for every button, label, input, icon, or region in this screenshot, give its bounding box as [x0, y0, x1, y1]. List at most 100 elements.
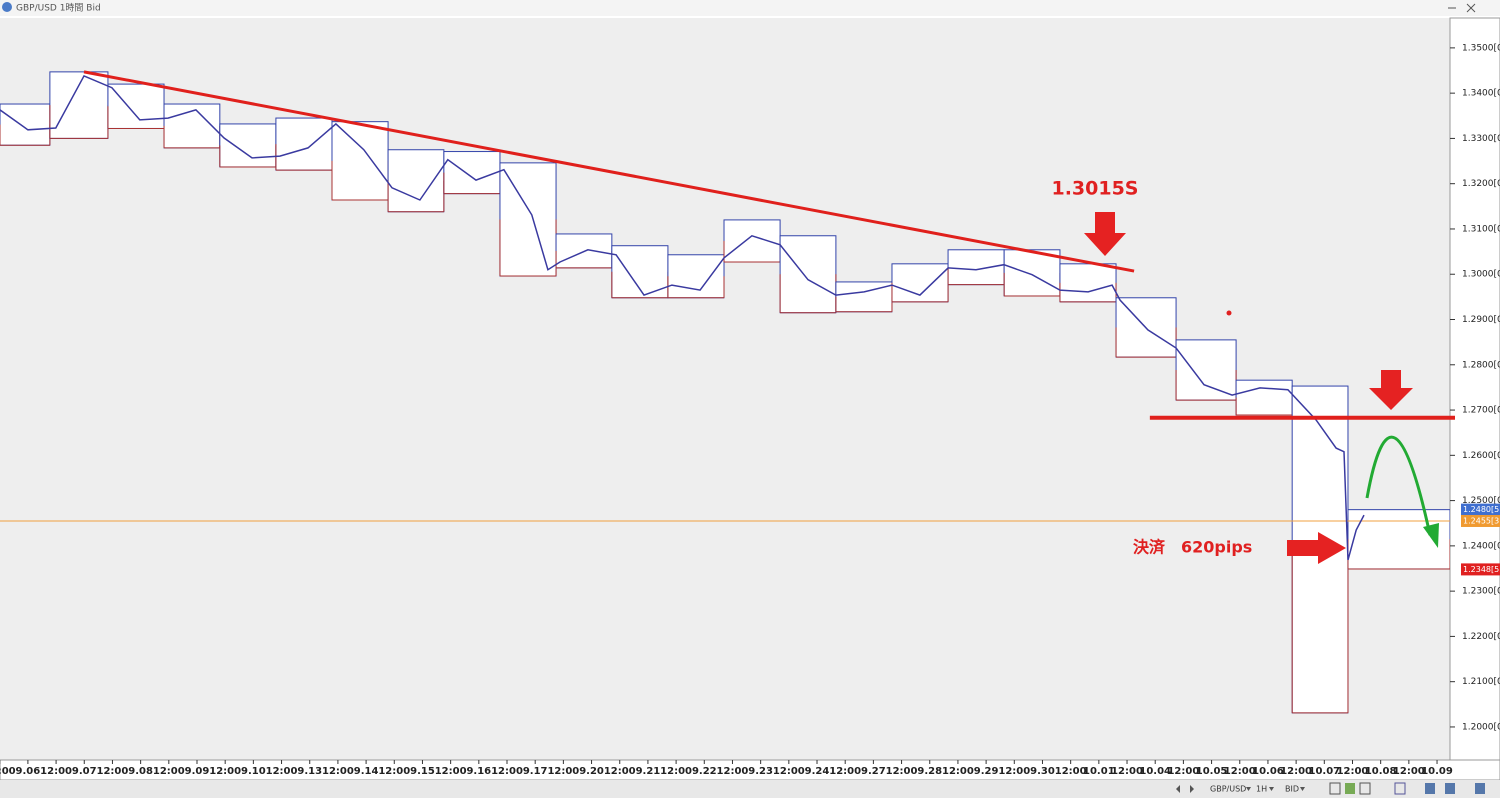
price-tag-label: 1.2348[5] — [1463, 565, 1500, 574]
x-tick-label: 12:00 — [547, 766, 579, 777]
x-tick-label: 12:00 — [998, 766, 1030, 777]
x-tick-label: 12:00 — [717, 766, 749, 777]
range-box — [891, 263, 949, 303]
x-tick-label: 12:00 — [660, 766, 692, 777]
exit-arrow — [1287, 532, 1346, 564]
y-tick-label: 1.3300[0] — [1462, 134, 1500, 144]
range-box — [331, 121, 389, 201]
forecast-arrowhead — [1423, 523, 1439, 548]
y-tick-label: 1.2100[0] — [1462, 677, 1500, 687]
x-tick-label: 10.07 — [1308, 766, 1340, 777]
x-tick-label: 12:00 — [378, 766, 410, 777]
toolbar-icons — [1176, 782, 1485, 795]
x-tick-label: 12:00 — [942, 766, 974, 777]
resistance-arrow — [1369, 370, 1413, 410]
y-tick-label: 1.2000[0] — [1462, 722, 1500, 732]
range-box — [219, 123, 277, 168]
x-tick-label: 12:00 — [491, 766, 523, 777]
price-line — [0, 74, 1365, 561]
range-box — [0, 103, 51, 146]
range-box — [499, 162, 557, 277]
x-tick-label: 10.06 — [1252, 766, 1284, 777]
x-tick-label: 12:00 — [773, 766, 805, 777]
x-tick-label: 12:00 — [153, 766, 185, 777]
x-tick-label: 12:00 — [435, 766, 467, 777]
range-box — [1003, 249, 1061, 297]
x-tick-label: 9.14 — [354, 766, 379, 777]
forecast-curve — [1365, 435, 1432, 536]
x-tick-label: 9.10 — [241, 766, 266, 777]
x-tick-label: 12:00 — [266, 766, 298, 777]
y-tick-label: 1.2700[0] — [1462, 406, 1500, 416]
entry-annotation: 1.3015S — [1051, 178, 1138, 200]
x-tick-label: 9.07 — [72, 766, 97, 777]
x-tick-label: 9.13 — [297, 766, 322, 777]
price-axis — [1449, 17, 1500, 761]
trend-line — [83, 70, 1135, 273]
x-tick-label: 12:00 — [1167, 766, 1199, 777]
price-selector[interactable]: BID — [1285, 785, 1299, 794]
x-tick-label: 12:00 — [97, 766, 129, 777]
window-title: GBP/USD 1時間 Bid — [16, 3, 101, 14]
x-tick-label: 10.01 — [1083, 766, 1115, 777]
x-tick-label: 12:00 — [1393, 766, 1425, 777]
close-button[interactable] — [1466, 3, 1476, 13]
x-tick-label: 12:00 — [1280, 766, 1312, 777]
range-box — [1235, 379, 1293, 416]
y-tick-label: 1.2500[0] — [1462, 496, 1500, 506]
x-tick-label: 9.17 — [523, 766, 548, 777]
x-tick-label: 10.05 — [1196, 766, 1228, 777]
x-tick-label: 9.23 — [748, 766, 773, 777]
price-tag — [1461, 503, 1500, 516]
x-tick-label: 10.08 — [1365, 766, 1397, 777]
x-tick-label: 12:00 — [886, 766, 918, 777]
x-tick-label: 9.20 — [579, 766, 604, 777]
timeframe-selector[interactable]: 1H — [1256, 785, 1267, 794]
price-tag — [1461, 563, 1500, 576]
y-tick-label: 1.2300[0] — [1462, 587, 1500, 597]
x-tick-label: 9.15 — [410, 766, 435, 777]
entry-arrow — [1084, 212, 1126, 256]
x-tick-label: 12:00 — [1337, 766, 1369, 777]
range-box — [387, 149, 445, 213]
x-tick-label: 9.24 — [805, 766, 830, 777]
x-tick-label: 9.21 — [636, 766, 661, 777]
x-tick-label: 12:00 — [1055, 766, 1087, 777]
x-tick-label: 9.16 — [466, 766, 491, 777]
y-tick-label: 1.2600[0] — [1462, 451, 1500, 461]
x-tick-label: 9.28 — [917, 766, 942, 777]
x-tick-label: 12:00 — [0, 766, 16, 777]
x-tick-label: 9.27 — [861, 766, 886, 777]
x-tick-label: 9.08 — [128, 766, 153, 777]
symbol-selector[interactable]: GBP/USD — [1210, 785, 1246, 794]
range-box — [443, 151, 501, 195]
y-tick-label: 1.3000[0] — [1462, 270, 1500, 280]
x-tick-label: 9.22 — [692, 766, 717, 777]
y-tick-label: 1.3400[0] — [1462, 89, 1500, 99]
price-tag-label: 1.2480[5] — [1463, 505, 1500, 514]
title-bar — [0, 0, 1500, 16]
range-box — [947, 249, 1005, 286]
x-tick-label: 12:00 — [1224, 766, 1256, 777]
x-tick-label: 12:00 — [322, 766, 354, 777]
x-tick-label: 12:00 — [829, 766, 861, 777]
x-tick-label: 12:00 — [40, 766, 72, 777]
x-tick-label: 12:00 — [209, 766, 241, 777]
x-tick-label: 9.29 — [974, 766, 999, 777]
range-box — [779, 235, 837, 314]
x-tick-label: 10.09 — [1421, 766, 1453, 777]
x-tick-label: 9.06 — [16, 766, 41, 777]
range-box — [723, 219, 781, 263]
range-box — [107, 83, 165, 129]
x-tick-label: 9.09 — [185, 766, 210, 777]
y-tick-label: 1.3500[0] — [1462, 43, 1500, 53]
y-tick-label: 1.3100[0] — [1462, 224, 1500, 234]
x-tick-label: 9.30 — [1030, 766, 1055, 777]
y-tick-label: 1.2800[0] — [1462, 360, 1500, 370]
range-box — [1059, 263, 1117, 303]
range-box — [275, 117, 333, 171]
exit-annotation: 決済 620pips — [1133, 538, 1252, 557]
y-tick-label: 1.2400[0] — [1462, 541, 1500, 551]
